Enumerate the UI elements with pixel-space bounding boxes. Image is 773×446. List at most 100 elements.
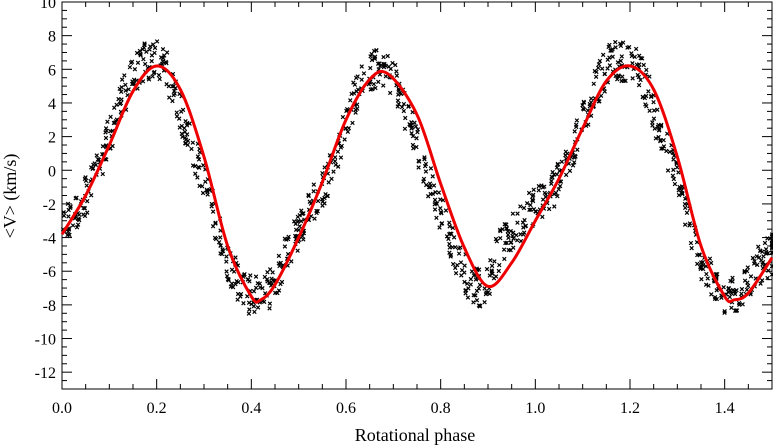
data-point — [600, 52, 606, 58]
data-point — [270, 277, 276, 283]
data-point — [676, 170, 681, 175]
data-point — [510, 211, 516, 216]
data-point — [395, 104, 400, 109]
data-point — [190, 140, 196, 145]
data-point — [307, 199, 312, 204]
data-point — [142, 42, 147, 48]
data-point — [90, 166, 95, 172]
data-point — [174, 110, 179, 115]
data-point — [84, 183, 89, 188]
data-point — [462, 263, 467, 268]
data-point — [477, 282, 483, 288]
data-point — [179, 131, 185, 136]
data-point — [766, 268, 771, 273]
data-point — [197, 183, 202, 189]
data-point — [180, 134, 185, 140]
data-point — [245, 294, 250, 299]
data-point — [620, 74, 625, 79]
data-point — [275, 290, 280, 296]
data-point — [410, 125, 415, 130]
data-point — [152, 45, 158, 51]
data-point — [581, 99, 586, 105]
data-point — [515, 220, 520, 225]
data-point — [311, 189, 316, 194]
data-point — [293, 221, 298, 227]
data-point — [398, 91, 404, 97]
data-point — [253, 274, 259, 279]
x-tick-label: 1.0 — [525, 400, 545, 417]
data-point — [756, 255, 762, 260]
data-point — [650, 123, 655, 128]
data-point — [758, 281, 763, 286]
data-point — [605, 57, 610, 63]
data-point — [147, 47, 152, 52]
data-point — [453, 270, 459, 276]
data-point — [385, 53, 390, 59]
data-point — [349, 91, 354, 97]
data-point — [61, 213, 67, 219]
data-point — [166, 95, 172, 100]
data-point — [450, 261, 456, 267]
data-point — [430, 174, 435, 179]
data-point — [402, 126, 408, 132]
data-point — [75, 222, 81, 227]
data-point — [108, 129, 113, 134]
data-point — [381, 54, 386, 60]
data-point — [574, 118, 580, 123]
data-point — [193, 171, 198, 176]
data-point — [412, 120, 417, 126]
data-point — [655, 107, 660, 113]
data-point — [619, 54, 625, 59]
data-point — [630, 76, 635, 81]
data-point — [629, 51, 634, 56]
data-point — [709, 292, 714, 297]
data-point — [563, 149, 569, 154]
data-point — [448, 231, 453, 236]
data-point — [306, 193, 311, 199]
y-tick-label: 2 — [48, 130, 56, 147]
data-point — [184, 132, 190, 137]
data-point — [497, 262, 502, 268]
data-point — [94, 153, 99, 158]
data-point — [91, 162, 96, 167]
fit-curve-series — [60, 64, 773, 304]
data-point — [542, 184, 547, 189]
data-point — [597, 99, 602, 104]
data-point — [369, 57, 375, 63]
x-tick-label: 0.8 — [431, 400, 451, 417]
data-point — [498, 228, 503, 234]
data-point — [638, 55, 643, 61]
data-point — [695, 261, 700, 267]
scatter-series — [60, 39, 773, 316]
data-point — [651, 116, 657, 121]
data-point — [704, 271, 709, 277]
data-point — [246, 311, 252, 316]
x-tick-label: 1.4 — [715, 400, 735, 417]
data-point — [502, 256, 507, 262]
x-axis: 0.0 0.2 0.4 0.6 0.8 1.0 1.2 1.4 — [52, 2, 773, 417]
data-point — [596, 62, 602, 67]
x-tick-label: 0.0 — [52, 400, 72, 417]
data-point — [267, 306, 272, 311]
data-point — [368, 65, 373, 71]
data-point — [265, 279, 270, 284]
data-point — [295, 248, 300, 253]
data-point — [482, 299, 487, 305]
data-point — [255, 305, 261, 310]
data-point — [646, 89, 651, 94]
data-point — [432, 207, 438, 212]
data-point — [396, 101, 401, 107]
data-point — [403, 115, 408, 121]
data-point — [476, 267, 482, 272]
data-point — [335, 164, 341, 169]
data-point — [473, 277, 479, 282]
data-point — [70, 223, 76, 228]
data-point — [474, 298, 480, 303]
data-point — [533, 209, 538, 214]
data-point — [676, 192, 682, 198]
data-point — [559, 159, 565, 164]
data-point — [477, 304, 483, 309]
data-point — [618, 58, 624, 64]
data-point — [671, 167, 676, 173]
data-point — [407, 122, 412, 127]
